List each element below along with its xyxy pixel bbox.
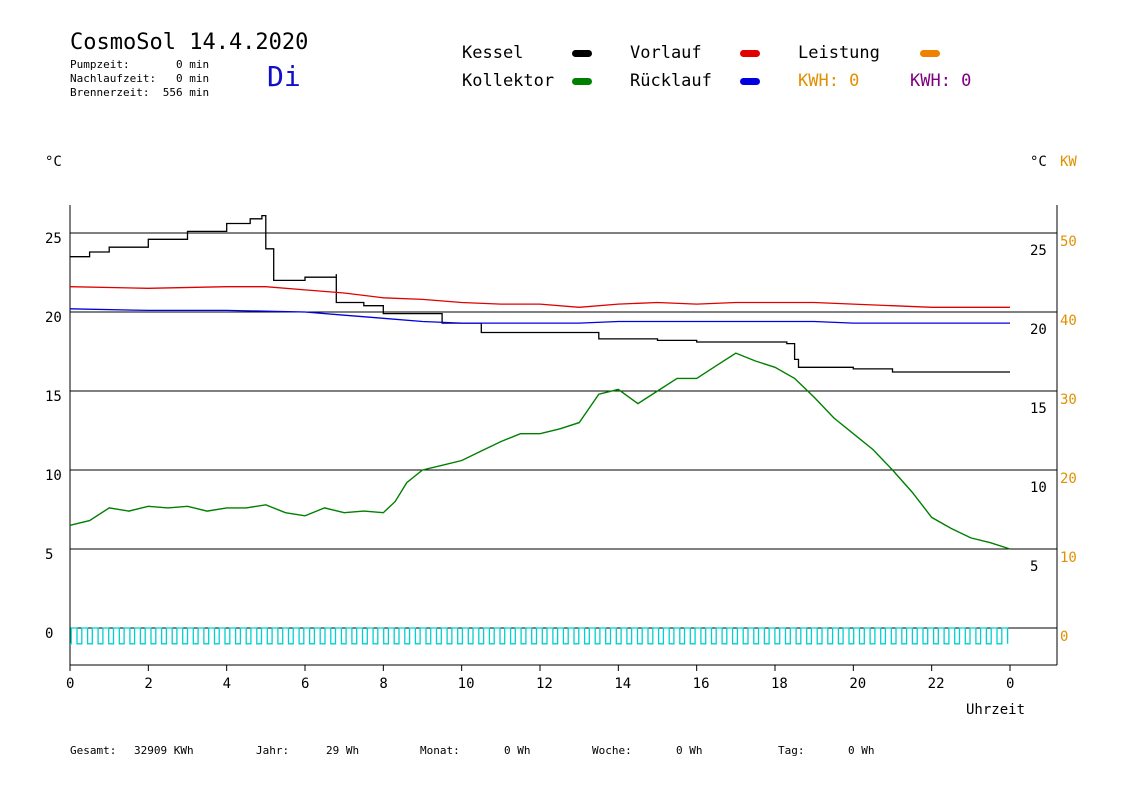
y-tick-label-right-temp: 10: [1030, 480, 1047, 496]
y-tick-label-right-power: 30: [1060, 392, 1077, 408]
legend-ruecklauf: Rücklauf: [630, 71, 712, 91]
footer-tag-value: 0 Wh: [848, 744, 875, 757]
series-line-kollektor: [69, 352, 1011, 550]
legend-kollektor-swatch: [572, 78, 592, 85]
legend-kwh-leistung: KWH: 0: [798, 71, 860, 91]
y-tick-label-left: 10: [45, 468, 62, 484]
legend-kwh-secondary: KWH: 0: [910, 71, 972, 91]
x-tick-label: 22: [928, 676, 945, 692]
series-line-kessel: [70, 214, 1010, 373]
x-tick-label: 18: [771, 676, 788, 692]
x-tick-label: 4: [223, 676, 231, 692]
page-title: CosmoSol 14.4.2020: [70, 30, 309, 55]
legend-ruecklauf-swatch: [740, 78, 760, 85]
y-axis-title-left: °C: [45, 154, 62, 170]
legend-vorlauf: Vorlauf: [630, 43, 702, 63]
x-tick-label: 10: [458, 676, 475, 692]
x-tick-label: 16: [693, 676, 710, 692]
y-tick-label-right-temp: 20: [1030, 322, 1047, 338]
x-tick-label: 14: [614, 676, 631, 692]
x-tick-label: 12: [536, 676, 553, 692]
legend-leistung-swatch: [920, 50, 940, 57]
series-line-rcklauf: [69, 308, 1010, 324]
brennerzeit-label: Brennerzeit: 556 min: [70, 86, 210, 99]
legend-kessel-swatch: [572, 50, 592, 57]
x-tick-label: 0: [66, 676, 74, 692]
footer-woche-value: 0 Wh: [676, 744, 703, 757]
x-tick-label: 20: [849, 676, 866, 692]
y-tick-label-right-temp: 5: [1030, 559, 1038, 575]
y-tick-label-right-temp: 15: [1030, 401, 1047, 417]
footer-gesamt-label: Gesamt:: [70, 744, 117, 757]
nachlaufzeit-label: Nachlaufzeit: 0 min: [70, 72, 210, 85]
legend-vorlauf-swatch: [740, 50, 760, 57]
y-tick-label-left: 15: [45, 389, 62, 405]
y-tick-label-left: 0: [45, 626, 53, 642]
x-axis-title: Uhrzeit: [966, 702, 1025, 718]
pumpzeit-label: Pumpzeit: 0 min: [70, 58, 210, 71]
footer-jahr-label: Jahr:: [256, 744, 290, 757]
footer-woche-label: Woche:: [592, 744, 632, 757]
series-line-vorlauf: [69, 286, 1010, 308]
x-tick-label: 2: [144, 676, 152, 692]
y-tick-label-right-power: 10: [1060, 550, 1077, 566]
footer-monat-value: 0 Wh: [504, 744, 531, 757]
weekday-label: Di: [267, 60, 301, 93]
footer-tag-label: Tag:: [778, 744, 805, 757]
legend-kollektor: Kollektor: [462, 71, 555, 91]
y-tick-label-right-power: 40: [1060, 313, 1077, 329]
y-axis-title-right: °C: [1030, 154, 1047, 170]
footer-jahr-value: 29 Wh: [326, 744, 360, 757]
y-tick-label-left: 20: [45, 310, 62, 326]
y-tick-label-left: 5: [45, 547, 53, 563]
y-tick-label-right-power: 50: [1060, 234, 1077, 250]
y-tick-label-right-temp: 25: [1030, 243, 1047, 259]
y-axis-title-power: KW: [1060, 154, 1077, 170]
y-tick-label-left: 25: [45, 231, 62, 247]
y-tick-label-right-power: 20: [1060, 471, 1077, 487]
footer-monat-label: Monat:: [420, 744, 460, 757]
legend-kessel: Kessel: [462, 43, 524, 63]
pump-signal-line: [70, 627, 1009, 645]
x-tick-label: 6: [301, 676, 309, 692]
x-tick-label: 0: [1006, 676, 1014, 692]
x-tick-label: 8: [379, 676, 387, 692]
y-tick-label-right-power: 0: [1060, 629, 1068, 645]
footer-gesamt-value: 32909 KWh: [134, 744, 194, 757]
legend-leistung: Leistung: [798, 43, 880, 63]
